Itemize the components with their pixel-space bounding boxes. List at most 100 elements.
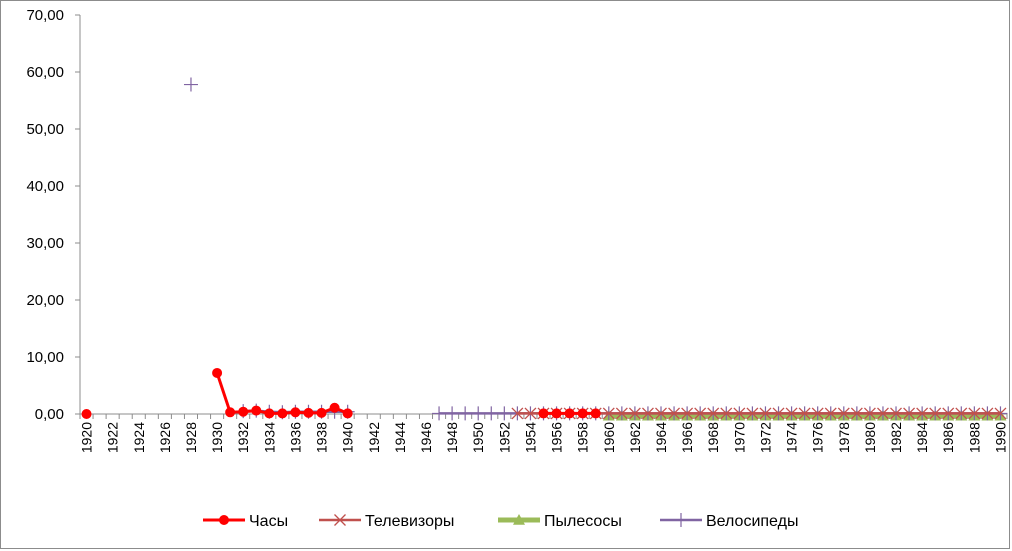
data-point [471, 406, 486, 421]
x-tick-label: 1940 [340, 422, 356, 453]
x-tick-label: 1982 [888, 422, 904, 453]
data-point [694, 407, 707, 420]
data-point [316, 407, 327, 418]
y-axis-ticks: 0,00 10,00 20,00 30,00 40,00 50,00 60,00 70,00 [26, 7, 80, 423]
data-point [733, 407, 746, 420]
x-tick-label: 1922 [105, 422, 121, 453]
x-tick-label: 1954 [522, 422, 538, 453]
y-tick-label: 10,00 [26, 349, 64, 366]
x-tick-label: 1952 [496, 422, 512, 453]
data-point [641, 407, 654, 420]
data-point [538, 408, 549, 419]
x-tick-label: 1920 [79, 422, 95, 453]
data-point [850, 407, 863, 420]
x-axis-ticks: 1920 1922 1924 1926 1928 1930 1932 1934 1936 1938… [79, 414, 1008, 453]
legend-label: Часы [249, 513, 288, 530]
data-point [484, 406, 499, 421]
legend-marker [674, 513, 688, 527]
y-tick-label: 60,00 [26, 64, 64, 81]
data-point [877, 407, 889, 420]
legend-marker [219, 515, 229, 525]
data-point [955, 407, 968, 420]
data-point [824, 407, 837, 420]
data-point [681, 407, 694, 420]
x-tick-label: 1986 [940, 422, 956, 453]
data-point [238, 406, 249, 417]
data-point [264, 408, 275, 419]
y-tick-label: 50,00 [26, 121, 64, 138]
y-tick-label: 0,00 [35, 406, 64, 423]
data-point [942, 407, 955, 420]
x-tick-label: 1984 [914, 422, 930, 453]
data-point [524, 407, 537, 420]
x-tick-label: 1928 [183, 422, 199, 453]
x-tick-label: 1990 [992, 422, 1008, 453]
x-tick-label: 1930 [209, 422, 225, 453]
x-tick-label: 1950 [470, 422, 486, 453]
x-tick-label: 1988 [966, 422, 982, 453]
x-tick-label: 1970 [731, 422, 747, 453]
x-tick-label: 1946 [418, 422, 434, 453]
y-tick-label: 20,00 [26, 292, 64, 309]
legend-item: Телевизоры [319, 513, 454, 530]
legend: Часы Телевизоры Пылесосы Велосипеды [203, 513, 798, 530]
x-tick-label: 1980 [862, 422, 878, 453]
data-point [772, 407, 785, 420]
data-point [590, 408, 601, 419]
data-point [602, 407, 615, 420]
x-tick-label: 1974 [784, 422, 800, 453]
series-plus [183, 77, 1008, 421]
data-point [183, 77, 198, 92]
data-point [785, 407, 798, 420]
x-tick-label: 1948 [444, 422, 460, 453]
data-point [994, 407, 1007, 420]
data-point [903, 407, 916, 420]
y-tick-label: 40,00 [26, 178, 64, 195]
x-tick-label: 1926 [157, 422, 173, 453]
x-tick-label: 1934 [261, 422, 277, 453]
data-point [929, 407, 942, 420]
data-point [655, 407, 667, 420]
x-tick-label: 1972 [757, 422, 773, 453]
data-point [668, 407, 681, 420]
legend-label: Телевизоры [365, 513, 454, 530]
data-point [798, 407, 811, 420]
x-tick-label: 1968 [705, 422, 721, 453]
data-point [615, 407, 628, 420]
x-tick-label: 1976 [810, 422, 826, 453]
data-point [445, 406, 460, 421]
data-point [212, 367, 223, 378]
series-layer [81, 77, 1008, 421]
data-point [432, 406, 447, 421]
data-point [720, 407, 733, 420]
x-tick-label: 1978 [836, 422, 852, 453]
x-tick-label: 1966 [679, 422, 695, 453]
data-point [981, 407, 994, 420]
legend-item: Пылесосы [498, 513, 622, 530]
x-tick-label: 1942 [366, 422, 382, 453]
y-tick-label: 70,00 [26, 7, 64, 24]
data-point [251, 405, 262, 416]
x-tick-label: 1960 [601, 422, 617, 453]
data-point [628, 407, 641, 420]
x-tick-label: 1938 [314, 422, 330, 453]
data-point [290, 407, 301, 418]
data-point [511, 407, 524, 420]
y-tick-label: 30,00 [26, 235, 64, 252]
x-tick-label: 1924 [131, 422, 147, 453]
data-point [564, 408, 575, 419]
x-tick-label: 1964 [653, 422, 669, 453]
data-point [863, 407, 876, 420]
axes [79, 15, 1007, 415]
data-point [277, 408, 288, 419]
data-point [551, 408, 562, 419]
series-circle [81, 367, 601, 419]
data-point [577, 408, 588, 419]
legend-label: Велосипеды [706, 513, 798, 530]
data-point [225, 407, 236, 418]
data-point [329, 402, 340, 413]
x-tick-label: 1944 [392, 422, 408, 453]
data-point [890, 407, 902, 420]
